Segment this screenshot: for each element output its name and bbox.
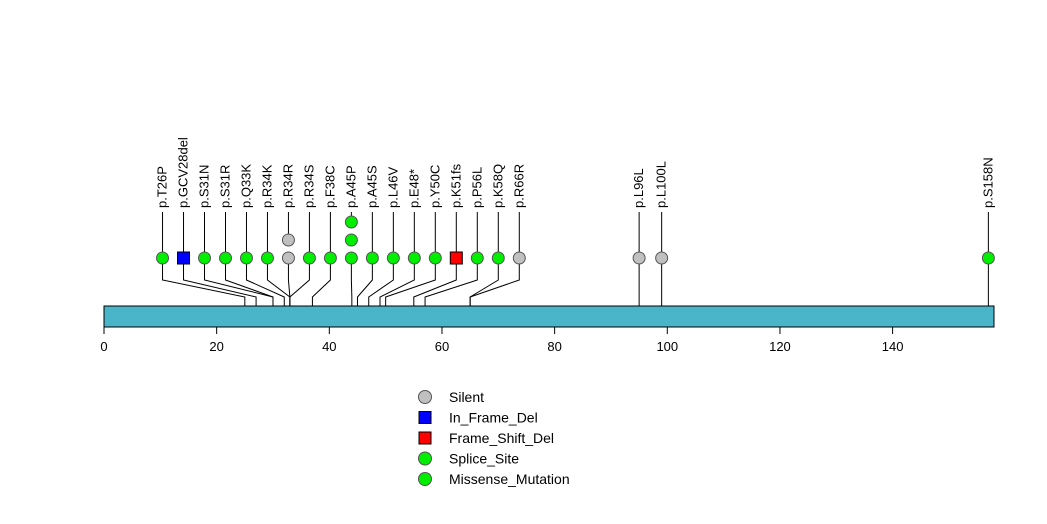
mutation-label: p.P56L <box>469 167 484 208</box>
mutation-markers <box>156 215 995 265</box>
connector-lines <box>162 258 989 306</box>
mutation-label: p.A45S <box>364 165 379 208</box>
mutation-label: p.S158N <box>980 157 995 208</box>
mutation-marker-circle <box>260 251 274 265</box>
mutation-marker-circle <box>655 251 669 265</box>
mutation-marker-square <box>449 251 463 265</box>
mutation-marker-circle <box>512 251 526 265</box>
connector-line <box>368 258 394 306</box>
x-axis-tick-label: 100 <box>656 339 678 354</box>
x-axis-tick-label: 120 <box>769 339 791 354</box>
mutation-label: p.S31N <box>197 165 212 208</box>
mutation-label: p.GCV28del <box>176 137 191 208</box>
legend-swatch-circle <box>418 390 432 404</box>
mutation-marker-circle <box>344 215 358 229</box>
mutation-label: p.R66R <box>511 164 526 208</box>
legend: Silent In_Frame_Del Frame_Shift_Del Splice_… <box>418 389 570 487</box>
connector-line <box>469 258 520 306</box>
mutation-marker-circle <box>344 233 358 247</box>
connector-line <box>379 258 415 306</box>
x-axis-tick-label: 140 <box>882 339 904 354</box>
x-axis-tick-label: 40 <box>322 339 336 354</box>
mutation-marker-circle <box>156 251 170 265</box>
legend-label: Frame_Shift_Del <box>449 430 554 446</box>
mutation-label: p.T26P <box>155 166 170 208</box>
x-axis: 0 20 40 60 80 100 120 140 <box>100 326 904 354</box>
legend-swatch-square <box>418 431 432 445</box>
mutation-label: p.E48* <box>406 169 421 208</box>
connector-line <box>162 258 246 306</box>
mutation-label: p.R34K <box>259 164 274 208</box>
mutation-marker-circle <box>323 251 337 265</box>
mutation-marker-circle <box>239 251 253 265</box>
mutation-labels: p.T26P p.GCV28del p.S31N p.S31R p.Q33K p.R34K… <box>155 137 996 208</box>
connector-line <box>469 258 499 306</box>
legend-swatch-square <box>418 411 432 424</box>
mutation-marker-circle <box>281 251 295 265</box>
mutation-marker-circle <box>428 251 442 265</box>
mutation-marker-circle <box>407 251 421 265</box>
legend-swatch-circle <box>418 472 432 486</box>
mutation-label: p.R34S <box>301 164 316 208</box>
mutation-label: p.L96L <box>631 168 646 208</box>
mutation-marker-circle <box>386 251 400 265</box>
mutation-label: p.L46V <box>385 166 400 208</box>
lollipop-stems <box>162 212 989 258</box>
x-axis-tick-label: 80 <box>547 339 561 354</box>
connector-line <box>356 258 373 306</box>
legend-label: Splice_Site <box>449 451 519 467</box>
mutation-marker-circle <box>365 251 379 265</box>
mutation-marker-circle <box>632 251 646 265</box>
legend-label: Missense_Mutation <box>449 471 570 487</box>
mutation-label: p.F38C <box>322 165 337 208</box>
connector-line <box>245 258 285 306</box>
legend-label: Silent <box>449 389 484 405</box>
x-axis-tick-label: 60 <box>435 339 449 354</box>
mutation-marker-square <box>177 251 191 265</box>
mutation-label: p.K58Q <box>490 164 505 208</box>
protein-bar <box>103 305 995 328</box>
mutation-label: p.Q33K <box>238 164 253 208</box>
mutation-label: p.R34R <box>280 164 295 208</box>
mutation-marker-circle <box>344 251 358 265</box>
mutation-marker-circle <box>470 251 484 265</box>
mutation-marker-circle <box>981 251 995 265</box>
legend-label: In_Frame_Del <box>449 410 538 426</box>
connector-line <box>266 258 291 306</box>
legend-swatch-circle <box>418 451 432 466</box>
x-axis-tick-label: 20 <box>209 339 223 354</box>
mutation-marker-circle <box>218 251 232 265</box>
connector-line <box>385 258 436 306</box>
mutation-marker-circle <box>281 233 295 247</box>
mutation-label: p.K51fs <box>448 163 463 208</box>
mutation-marker-circle <box>198 251 212 265</box>
mutation-label: p.S31R <box>217 165 232 208</box>
connector-line <box>204 258 274 306</box>
connector-line <box>424 258 478 306</box>
mutation-marker-circle <box>302 251 316 265</box>
x-axis-tick-label: 0 <box>100 339 107 354</box>
mutation-marker-circle <box>491 251 505 265</box>
mutation-label: p.A45P <box>343 165 358 208</box>
protein-domain <box>103 305 995 328</box>
mutation-label: p.Y50C <box>427 165 442 208</box>
connector-line <box>183 258 257 306</box>
mutation-label: p.L100L <box>654 161 669 208</box>
connector-line <box>311 258 331 306</box>
connector-line <box>289 258 310 306</box>
connector-line <box>224 258 274 306</box>
connector-line <box>413 258 457 306</box>
